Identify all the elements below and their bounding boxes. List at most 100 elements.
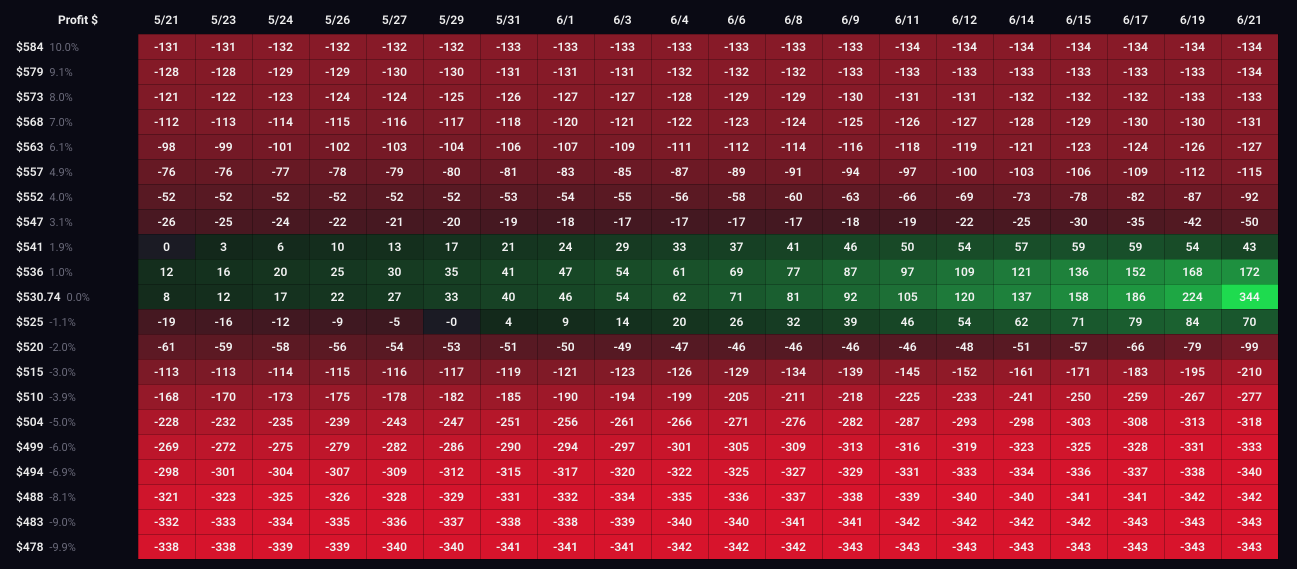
header-date: 6/21 — [1221, 6, 1278, 34]
profit-heatmap: Profit $5/215/235/245/265/275/295/316/16… — [6, 6, 1279, 560]
heatmap-cell: -276 — [765, 409, 822, 434]
heatmap-cell: -118 — [480, 109, 537, 134]
heatmap-cell: -130 — [822, 84, 879, 109]
heatmap-cell: -122 — [651, 109, 708, 134]
heatmap-cell: -79 — [1164, 334, 1221, 359]
row-label: $504-5.0% — [6, 409, 138, 434]
heatmap-cell: -66 — [879, 184, 936, 209]
heatmap-cell: -133 — [1164, 84, 1221, 109]
heatmap-cell: -22 — [936, 209, 993, 234]
heatmap-cell: -18 — [537, 209, 594, 234]
heatmap-cell: -131 — [936, 84, 993, 109]
heatmap-cell: -46 — [822, 334, 879, 359]
heatmap-cell: 46 — [879, 309, 936, 334]
heatmap-cell: -247 — [423, 409, 480, 434]
heatmap-cell: 3 — [195, 234, 252, 259]
heatmap-cell: -77 — [252, 159, 309, 184]
table-row: $5574.9%-76-76-77-78-79-80-81-83-85-87-8… — [6, 159, 1278, 184]
heatmap-cell: 25 — [309, 259, 366, 284]
heatmap-cell: -340 — [366, 534, 423, 559]
heatmap-cell: -109 — [1107, 159, 1164, 184]
heatmap-cell: -309 — [366, 459, 423, 484]
heatmap-cell: -235 — [252, 409, 309, 434]
heatmap-cell: -53 — [480, 184, 537, 209]
heatmap-cell: 46 — [537, 284, 594, 309]
heatmap-cell: -106 — [1050, 159, 1107, 184]
heatmap-cell: 50 — [879, 234, 936, 259]
header-date: 6/19 — [1164, 6, 1221, 34]
heatmap-cell: -331 — [480, 484, 537, 509]
heatmap-cell: 81 — [765, 284, 822, 309]
heatmap-cell: -128 — [138, 59, 195, 84]
heatmap-cell: -125 — [423, 84, 480, 109]
header-date: 6/11 — [879, 6, 936, 34]
heatmap-cell: -337 — [765, 484, 822, 509]
row-pct: 1.0% — [49, 266, 72, 279]
heatmap-cell: -321 — [138, 484, 195, 509]
heatmap-cell: -133 — [651, 34, 708, 59]
heatmap-cell: -341 — [480, 534, 537, 559]
heatmap-cell: 54 — [594, 284, 651, 309]
heatmap-cell: -341 — [765, 509, 822, 534]
heatmap-cell: -279 — [309, 434, 366, 459]
heatmap-cell: -113 — [195, 359, 252, 384]
heatmap-cell: -316 — [879, 434, 936, 459]
header-date: 5/24 — [252, 6, 309, 34]
table-row: $530.740.0%81217222733404654627181921051… — [6, 284, 1278, 309]
heatmap-cell: 158 — [1050, 284, 1107, 309]
heatmap-cell: -131 — [594, 59, 651, 84]
heatmap-cell: -133 — [993, 59, 1050, 84]
heatmap-cell: -133 — [1050, 59, 1107, 84]
heatmap-cell: -343 — [1221, 534, 1278, 559]
heatmap-cell: -343 — [993, 534, 1050, 559]
heatmap-cell: -170 — [195, 384, 252, 409]
header-date: 6/1 — [537, 6, 594, 34]
row-label: $515-3.0% — [6, 359, 138, 384]
heatmap-cell: -131 — [138, 34, 195, 59]
heatmap-cell: -18 — [822, 209, 879, 234]
heatmap-cell: -100 — [936, 159, 993, 184]
heatmap-cell: -272 — [195, 434, 252, 459]
row-label: $5361.0% — [6, 259, 138, 284]
heatmap-cell: -55 — [594, 184, 651, 209]
heatmap-cell: -338 — [1164, 459, 1221, 484]
heatmap-cell: 71 — [1050, 309, 1107, 334]
row-price: $563 — [16, 140, 43, 154]
heatmap-cell: -129 — [708, 84, 765, 109]
heatmap-cell: 59 — [1107, 234, 1164, 259]
row-price: $515 — [16, 365, 43, 379]
row-price: $488 — [16, 490, 43, 504]
heatmap-cell: -122 — [195, 84, 252, 109]
heatmap-cell: -126 — [879, 109, 936, 134]
heatmap-cell: -331 — [879, 459, 936, 484]
heatmap-cell: -210 — [1221, 359, 1278, 384]
heatmap-cell: 69 — [708, 259, 765, 284]
heatmap-cell: -87 — [651, 159, 708, 184]
heatmap-cell: -120 — [537, 109, 594, 134]
heatmap-cell: 54 — [1164, 234, 1221, 259]
heatmap-cell: 40 — [480, 284, 537, 309]
heatmap-cell: -59 — [195, 334, 252, 359]
heatmap-cell: -133 — [594, 34, 651, 59]
heatmap-cell: -132 — [993, 84, 1050, 109]
heatmap-cell: -194 — [594, 384, 651, 409]
heatmap-cell: -133 — [936, 59, 993, 84]
row-pct: -3.9% — [49, 391, 75, 404]
heatmap-cell: -131 — [879, 84, 936, 109]
heatmap-cell: 54 — [936, 234, 993, 259]
row-price: $573 — [16, 90, 43, 104]
heatmap-cell: 17 — [252, 284, 309, 309]
heatmap-cell: -127 — [1221, 134, 1278, 159]
row-label: $520-2.0% — [6, 334, 138, 359]
header-left-label: Profit $ — [6, 6, 138, 34]
heatmap-cell: -17 — [708, 209, 765, 234]
header-date: 5/21 — [138, 6, 195, 34]
heatmap-cell: -342 — [1164, 484, 1221, 509]
heatmap-cell: 54 — [594, 259, 651, 284]
heatmap-cell: -343 — [1164, 509, 1221, 534]
row-label: $5636.1% — [6, 134, 138, 159]
heatmap-cell: -323 — [195, 484, 252, 509]
heatmap-cell: -339 — [879, 484, 936, 509]
heatmap-cell: -251 — [480, 409, 537, 434]
heatmap-cell: -139 — [822, 359, 879, 384]
